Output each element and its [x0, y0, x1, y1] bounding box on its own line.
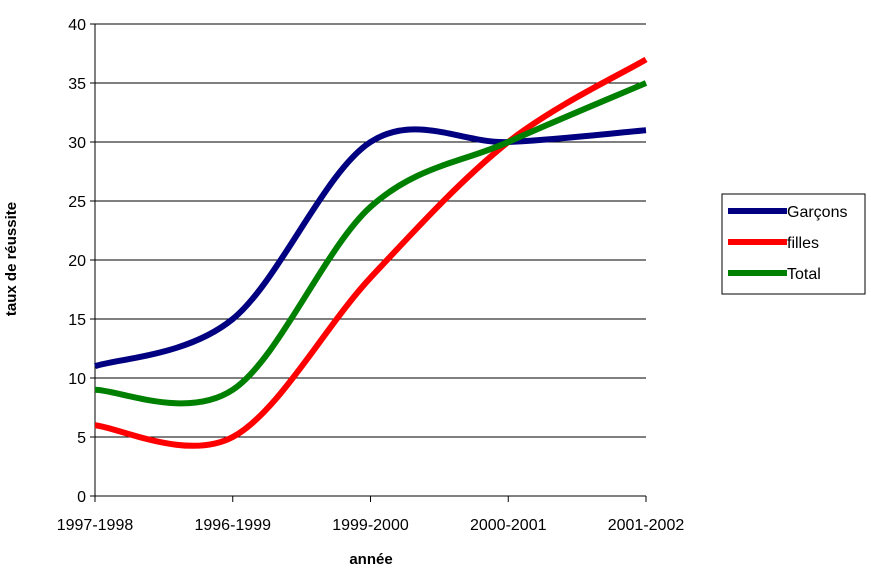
y-tick-label: 35 — [68, 76, 86, 93]
series-lines — [94, 56, 648, 449]
y-tick-label: 5 — [77, 430, 86, 447]
x-tick-label: 1996-1999 — [194, 517, 271, 534]
legend: Garçons filles Total — [721, 193, 866, 295]
y-tick-label: 10 — [68, 371, 86, 388]
y-tick-label: 30 — [68, 135, 86, 152]
x-tick-label: 2001-2002 — [608, 517, 685, 534]
x-tick-label: 1999-2000 — [332, 517, 409, 534]
legend-label-total: Total — [787, 266, 821, 283]
series-line-garcons — [94, 126, 647, 370]
axes — [90, 23, 647, 502]
y-tick-label: 20 — [68, 253, 86, 270]
y-tick-label: 0 — [77, 489, 86, 506]
y-axis-title: taux de réussite — [3, 202, 20, 316]
series-line-filles — [94, 56, 648, 449]
legend-label-filles: filles — [787, 235, 819, 252]
legend-items: Garçons filles Total — [728, 204, 847, 283]
y-tick-label: 15 — [68, 312, 86, 329]
x-axis-title: année — [349, 551, 392, 568]
y-tick-label: 25 — [68, 194, 86, 211]
gridlines — [95, 23, 646, 438]
y-tick-label: 40 — [68, 17, 86, 34]
legend-label-garcons: Garçons — [787, 204, 847, 221]
x-tick-label: 2000-2001 — [470, 517, 547, 534]
tick-labels: 0 5 10 15 20 25 30 35 40 1997-1998 1996-1999 1999-2… — [57, 17, 685, 534]
x-tick-label: 1997-1998 — [57, 517, 134, 534]
series-line-total — [94, 80, 648, 407]
